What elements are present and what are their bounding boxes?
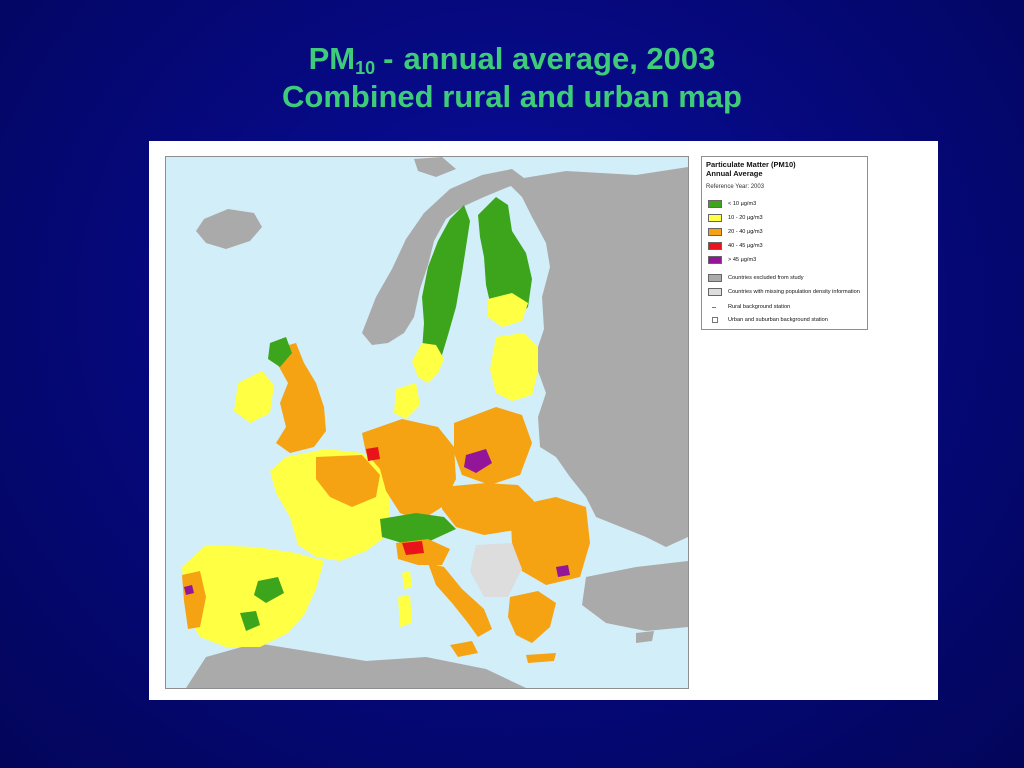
legend-label: Countries with missing population densit… <box>728 289 860 295</box>
sweden <box>422 205 470 367</box>
iberia-green-1 <box>254 577 284 603</box>
great-britain <box>276 343 326 453</box>
north-africa <box>186 643 526 688</box>
hotspot-po-valley <box>402 541 424 555</box>
title-line: PM10- annual average, 2003 <box>0 40 1024 78</box>
map-panel: Particulate Matter (PM10) Annual Average… <box>149 141 938 700</box>
romania-bulgaria <box>510 497 590 585</box>
hotspot-lisbon <box>184 585 194 595</box>
hotspot-silesia <box>464 449 492 473</box>
finland-south <box>488 293 528 327</box>
europe-map <box>166 157 688 688</box>
cyprus <box>636 631 654 643</box>
iceland <box>196 209 262 249</box>
norway <box>362 169 528 345</box>
iberia-green-2 <box>240 611 260 631</box>
poland <box>454 407 532 485</box>
balkans-missing <box>470 543 522 597</box>
sicily <box>450 641 478 657</box>
germany-benelux <box>362 419 456 521</box>
russia-east <box>506 167 688 547</box>
title-rest: annual average, 2003 <box>403 41 716 76</box>
legend-label: Rural background station <box>728 304 791 310</box>
subtitle: Combined rural and urban map <box>282 79 742 114</box>
hotspot-bulgaria <box>556 565 570 577</box>
legend-title-line2: Annual Average <box>706 169 763 178</box>
slide-title: PM10- annual average, 2003 Combined rural… <box>0 40 1024 116</box>
svalbard <box>414 157 456 177</box>
title-dash: - <box>383 41 394 76</box>
italy-peninsula <box>428 563 492 637</box>
iberia <box>182 545 324 647</box>
legend-label: < 10 µg/m3 <box>728 201 757 207</box>
legend-label: > 45 µg/m3 <box>728 257 757 263</box>
legend-title: Particulate Matter (PM10) Annual Average <box>706 160 796 178</box>
legend-label: 40 - 45 µg/m3 <box>728 243 763 249</box>
turkey <box>582 561 688 631</box>
scotland <box>268 337 292 367</box>
legend-swatch-orange <box>708 228 722 236</box>
legend-label: Urban and suburban background station <box>728 317 828 323</box>
finland <box>478 197 532 323</box>
ireland <box>234 371 274 423</box>
pm10-map <box>165 156 689 689</box>
legend-swatch-purple <box>708 256 722 264</box>
rural-station-icon <box>712 307 716 308</box>
legend-swatch-excluded <box>708 274 722 282</box>
legend-label: 20 - 40 µg/m3 <box>728 229 763 235</box>
denmark <box>394 383 420 419</box>
legend-swatch-yellow <box>708 214 722 222</box>
title-subscript: 10 <box>355 58 376 78</box>
legend-swatch-red <box>708 242 722 250</box>
portugal <box>182 571 206 629</box>
urban-station-icon <box>712 317 718 323</box>
france-orange <box>316 455 380 507</box>
legend-reference: Reference Year: 2003 <box>706 184 765 190</box>
legend-label: 10 - 20 µg/m3 <box>728 215 763 221</box>
corsica <box>402 571 412 589</box>
legend-title-line1: Particulate Matter (PM10) <box>706 160 796 169</box>
legend-swatch-green <box>708 200 722 208</box>
legend-swatch-missing <box>708 288 722 296</box>
sardinia <box>398 595 412 627</box>
legend-label: Countries excluded from study <box>728 275 804 281</box>
baltic-states <box>490 333 538 401</box>
map-legend: Particulate Matter (PM10) Annual Average… <box>701 156 868 330</box>
sweden-south <box>412 343 444 383</box>
greece <box>508 591 556 643</box>
alps <box>380 513 456 543</box>
hotspot-ruhr <box>366 447 380 461</box>
title-pm: PM <box>308 41 356 76</box>
crete <box>526 653 556 663</box>
